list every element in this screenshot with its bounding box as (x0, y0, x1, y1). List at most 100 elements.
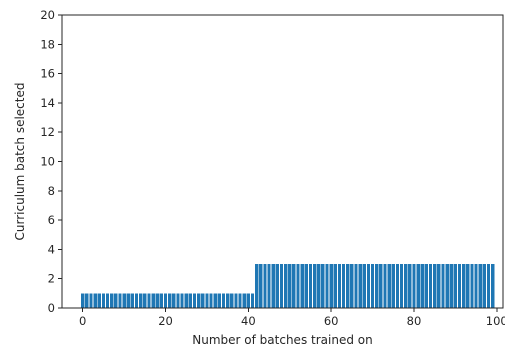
bar (225, 293, 230, 308)
y-tick-label: 8 (48, 184, 55, 198)
bar (399, 264, 404, 308)
bar (424, 264, 429, 308)
bar (238, 293, 242, 308)
x-tick-label: 100 (486, 314, 505, 328)
bar (437, 264, 441, 308)
bar (139, 293, 143, 308)
bar (453, 264, 458, 308)
bar (234, 293, 238, 308)
bar (230, 293, 234, 308)
bar (184, 293, 188, 308)
bar (333, 264, 337, 308)
bar (462, 264, 466, 308)
ticks-group: 0 2 4 6 8 10 12 14 16 18 20 0 20 40 60 80 100 (40, 8, 505, 328)
bar (134, 293, 139, 308)
bar (420, 264, 424, 308)
bar (404, 264, 408, 308)
bar (188, 293, 193, 308)
x-axis-label: Number of batches trained on (192, 333, 372, 347)
bar (283, 264, 288, 308)
bar (391, 264, 395, 308)
bars-group (81, 264, 495, 308)
bar (172, 293, 176, 308)
bar (395, 264, 400, 308)
bar (192, 293, 197, 308)
bar (383, 264, 387, 308)
bar (416, 264, 420, 308)
bar (201, 293, 205, 308)
bar (346, 264, 350, 308)
bar (449, 264, 453, 308)
bar (375, 264, 379, 308)
bar (457, 264, 462, 308)
bar (89, 293, 93, 308)
y-tick-label: 6 (48, 213, 55, 227)
y-tick-label: 18 (40, 37, 55, 51)
bar (412, 264, 416, 308)
bar (362, 264, 366, 308)
bar (308, 264, 313, 308)
bar (370, 264, 375, 308)
bar (213, 293, 217, 308)
y-tick-label: 4 (48, 242, 55, 256)
bar (254, 264, 259, 308)
bar (196, 293, 201, 308)
bar (379, 264, 383, 308)
y-tick-label: 2 (48, 272, 55, 286)
y-tick-label: 10 (40, 155, 55, 169)
bar (259, 264, 263, 308)
bar (205, 293, 209, 308)
bar (176, 293, 180, 308)
y-tick-label: 0 (48, 301, 55, 315)
bar (358, 264, 362, 308)
bar (242, 293, 246, 308)
bar (126, 293, 130, 308)
bar (105, 293, 110, 308)
bar (275, 264, 279, 308)
bar (147, 293, 151, 308)
bar (110, 293, 114, 308)
bar (296, 264, 300, 308)
x-tick-label: 80 (407, 314, 422, 328)
y-tick-label: 14 (40, 96, 55, 110)
bar (445, 264, 449, 308)
bar (114, 293, 118, 308)
bar (267, 264, 271, 308)
bar (350, 264, 354, 308)
bar (304, 264, 308, 308)
bar (118, 293, 122, 308)
bar (263, 264, 267, 308)
bar (490, 264, 495, 308)
bar (321, 264, 325, 308)
bar (312, 264, 317, 308)
bar (101, 293, 106, 308)
x-tick-label: 40 (241, 314, 256, 328)
bar (325, 264, 329, 308)
bar (387, 264, 391, 308)
bar (81, 293, 85, 308)
bar (271, 264, 275, 308)
bar (122, 293, 126, 308)
bar (292, 264, 296, 308)
bar (93, 293, 97, 308)
bar (85, 293, 89, 308)
bar (300, 264, 304, 308)
bar (466, 264, 470, 308)
bar (159, 293, 164, 308)
bar (317, 264, 321, 308)
bar (168, 293, 172, 308)
x-tick-label: 0 (79, 314, 86, 328)
y-axis-label: Curriculum batch selected (13, 83, 27, 241)
bar (279, 264, 284, 308)
bar (151, 293, 155, 308)
bar (470, 264, 474, 308)
bar (433, 264, 437, 308)
bar (163, 293, 168, 308)
bar (250, 293, 255, 308)
bar (217, 293, 222, 308)
y-tick-label: 12 (40, 125, 55, 139)
bar (486, 264, 491, 308)
bar (366, 264, 371, 308)
bar (337, 264, 342, 308)
